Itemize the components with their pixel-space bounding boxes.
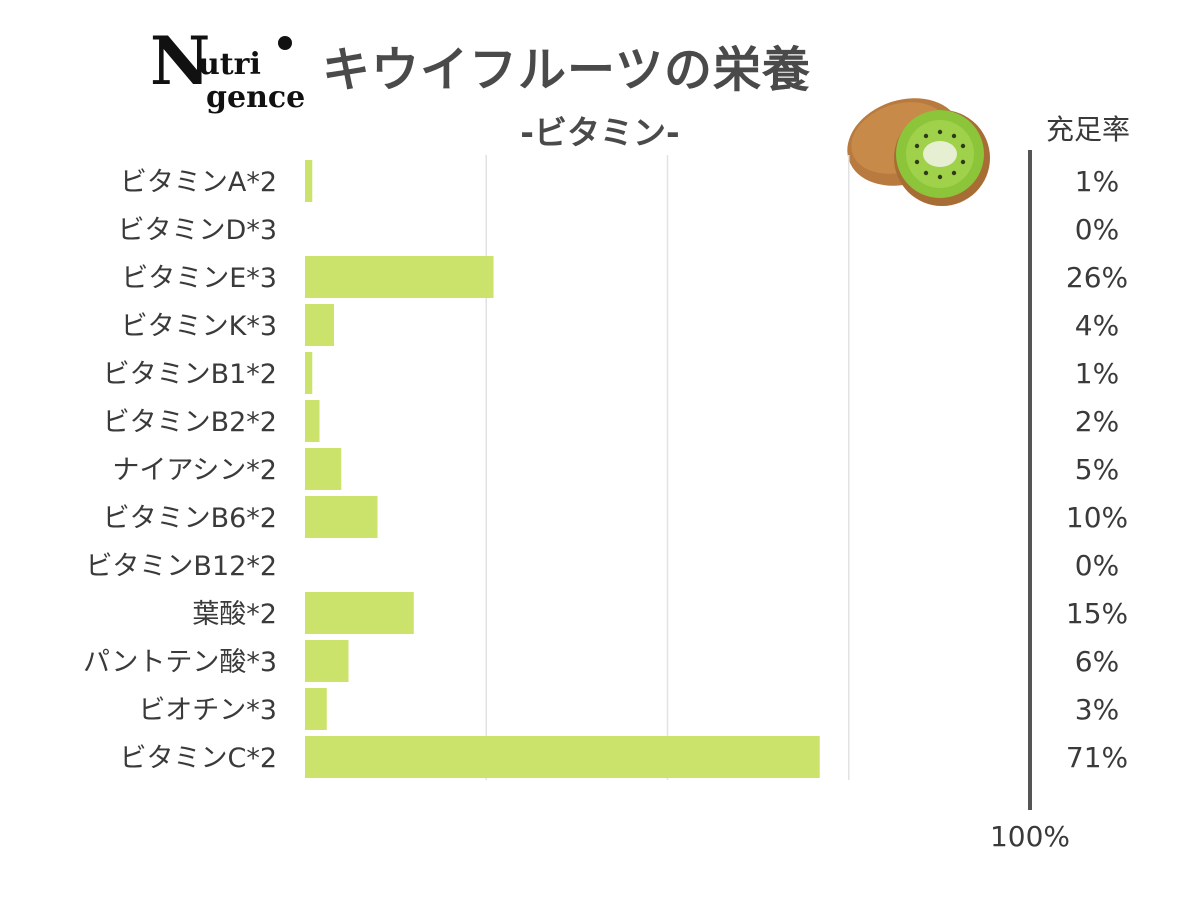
value-label-12: 3%: [1075, 693, 1119, 726]
bar-7: [305, 448, 342, 490]
value-label-4: 4%: [1075, 309, 1119, 342]
category-label-8: ビタミンB6*2: [103, 503, 277, 534]
kiwi-fruit-icon: [847, 98, 990, 206]
max-axis-label: 100%: [990, 820, 1070, 853]
value-label-5: 1%: [1075, 357, 1119, 390]
category-label-11: パントテン酸*3: [83, 647, 277, 678]
bar-4: [305, 304, 334, 346]
bar-6: [305, 400, 320, 442]
logo-line-2: gence: [206, 80, 306, 115]
value-label-8: 10%: [1066, 501, 1128, 534]
category-label-5: ビタミンB1*2: [103, 359, 277, 390]
category-label-1: ビタミンA*2: [120, 167, 277, 198]
bars: [305, 160, 820, 778]
category-label-2: ビタミンD*3: [118, 215, 277, 246]
chart-title: キウイフルーツの栄養: [322, 42, 812, 98]
bar-11: [305, 640, 349, 682]
value-label-1: 1%: [1075, 165, 1119, 198]
value-label-10: 15%: [1066, 597, 1128, 630]
grid-lines: [485, 155, 850, 780]
logo-line-1: utri: [198, 47, 261, 82]
value-labels: 1% 0% 26% 4% 1% 2% 5% 10% 0% 15% 6% 3% 71%: [1066, 165, 1128, 774]
category-label-13: ビタミンC*2: [119, 743, 277, 774]
bar-3: [305, 256, 494, 298]
category-label-4: ビタミンK*3: [121, 311, 277, 342]
bar-1: [305, 160, 313, 202]
chart-subtitle: -ビタミン-: [520, 113, 680, 152]
logo-dot: [278, 36, 292, 50]
category-label-6: ビタミンB2*2: [103, 407, 277, 438]
bar-13: [305, 736, 820, 778]
category-label-9: ビタミンB12*2: [85, 551, 277, 582]
category-label-10: 葉酸*2: [192, 599, 277, 630]
bar-12: [305, 688, 327, 730]
category-labels: ビタミンA*2 ビタミンD*3 ビタミンE*3 ビタミンK*3 ビタミンB1*2 ビタミン…: [83, 167, 277, 774]
value-label-7: 5%: [1075, 453, 1119, 486]
value-label-3: 26%: [1066, 261, 1128, 294]
value-label-2: 0%: [1075, 213, 1119, 246]
value-label-9: 0%: [1075, 549, 1119, 582]
fulfillment-rate-header: 充足率: [1045, 113, 1130, 146]
category-label-3: ビタミンE*3: [121, 263, 277, 294]
bar-10: [305, 592, 414, 634]
category-label-12: ビオチン*3: [138, 695, 277, 726]
category-label-7: ナイアシン*2: [112, 455, 277, 486]
bar-5: [305, 352, 313, 394]
value-label-6: 2%: [1075, 405, 1119, 438]
value-label-13: 71%: [1066, 741, 1128, 774]
logo-letter-n: N: [150, 22, 211, 100]
nutrigence-logo: N utri gence: [150, 28, 320, 138]
value-label-11: 6%: [1075, 645, 1119, 678]
bar-8: [305, 496, 378, 538]
